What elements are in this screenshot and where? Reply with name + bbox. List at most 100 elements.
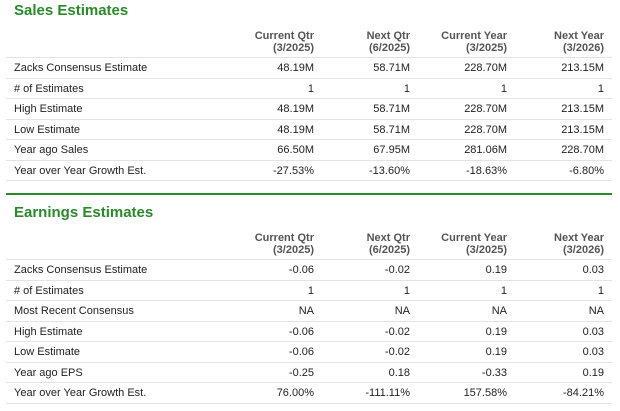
row-label: High Estimate bbox=[14, 103, 83, 115]
row-label: Low Estimate bbox=[14, 123, 81, 136]
cell-value: 1 bbox=[597, 284, 604, 297]
cell-value: NA bbox=[491, 305, 507, 317]
row-divider bbox=[6, 118, 612, 120]
row-divider bbox=[6, 259, 612, 260]
cell-value: 0.03 bbox=[582, 325, 604, 338]
column-period: (3/2025) bbox=[273, 244, 314, 256]
column-name: Current Qtr bbox=[254, 30, 314, 42]
cell-value: 76.00% bbox=[276, 387, 314, 399]
row-label: High Estimate bbox=[14, 325, 83, 338]
column-period: (3/2026) bbox=[563, 42, 604, 54]
column-period: (3/2025) bbox=[466, 244, 507, 256]
row-divider bbox=[6, 341, 612, 342]
row-label: Most Recent Consensus bbox=[14, 305, 134, 317]
column-name: Current Year bbox=[441, 232, 507, 244]
cell-value: 0.19 bbox=[485, 346, 507, 358]
row-divider bbox=[6, 139, 612, 140]
row-label: Zacks Consensus Estimate bbox=[14, 62, 148, 74]
cell-value: 48.19M bbox=[277, 62, 314, 74]
cell-value: NA bbox=[394, 305, 410, 317]
cell-value: -0.02 bbox=[384, 264, 410, 276]
row-label: Zacks Consensus Estimate bbox=[14, 264, 148, 276]
cell-value: -0.25 bbox=[288, 366, 314, 379]
cell-value: -0.33 bbox=[481, 366, 507, 379]
cell-value: 1 bbox=[500, 284, 507, 297]
cell-value: 58.71M bbox=[373, 62, 410, 74]
row-divider bbox=[6, 77, 612, 79]
cell-value: 213.15M bbox=[561, 103, 604, 115]
cell-value: 1 bbox=[307, 284, 314, 297]
cell-value: 228.70M bbox=[464, 62, 507, 74]
cell-value: -18.63% bbox=[466, 164, 507, 177]
column-name: Next Year bbox=[554, 232, 604, 244]
cell-value: -0.02 bbox=[384, 346, 410, 358]
cell-value: 1 bbox=[500, 82, 507, 95]
cell-value: 1 bbox=[403, 82, 410, 95]
cell-value: -6.80% bbox=[569, 164, 604, 177]
cell-value: 213.15M bbox=[561, 62, 604, 74]
cell-value: 1 bbox=[597, 82, 604, 95]
section-title: Earnings Estimates bbox=[14, 204, 154, 221]
row-label: Low Estimate bbox=[14, 346, 81, 358]
cell-value: 58.71M bbox=[373, 123, 410, 136]
cell-value: 228.70M bbox=[464, 103, 507, 115]
row-divider bbox=[6, 98, 612, 99]
cell-value: 0.19 bbox=[485, 325, 507, 338]
cell-value: NA bbox=[588, 305, 604, 317]
column-name: Current Year bbox=[441, 30, 507, 42]
column-name: Next Qtr bbox=[366, 232, 410, 244]
section-title: Sales Estimates bbox=[14, 2, 129, 19]
cell-value: 58.71M bbox=[373, 103, 410, 115]
cell-value: 0.19 bbox=[485, 264, 507, 276]
cell-value: 281.06M bbox=[464, 144, 507, 156]
row-divider bbox=[6, 382, 612, 383]
row-divider bbox=[6, 300, 612, 301]
cell-value: 157.58% bbox=[463, 387, 507, 399]
row-divider bbox=[6, 320, 612, 322]
column-name: Next Year bbox=[554, 30, 604, 42]
section-divider bbox=[6, 193, 612, 195]
cell-value: -27.53% bbox=[273, 164, 314, 177]
row-label: # of Estimates bbox=[14, 284, 84, 297]
row-divider bbox=[6, 361, 612, 363]
cell-value: -0.06 bbox=[288, 325, 314, 338]
cell-value: 48.19M bbox=[277, 103, 314, 115]
cell-value: -84.21% bbox=[563, 387, 604, 399]
column-name: Current Qtr bbox=[254, 232, 314, 244]
cell-value: -0.02 bbox=[384, 325, 410, 338]
row-divider bbox=[6, 402, 612, 404]
cell-value: 213.15M bbox=[561, 123, 604, 136]
cell-value: 228.70M bbox=[561, 144, 604, 156]
row-divider bbox=[6, 57, 612, 58]
column-period: (6/2025) bbox=[369, 42, 410, 54]
cell-value: 66.50M bbox=[277, 144, 314, 156]
column-name: Next Qtr bbox=[366, 30, 410, 42]
row-divider bbox=[6, 180, 612, 181]
cell-value: 0.03 bbox=[582, 346, 604, 358]
cell-value: 1 bbox=[307, 82, 314, 95]
cell-value: -0.06 bbox=[288, 346, 314, 358]
row-divider bbox=[6, 159, 612, 161]
row-label: # of Estimates bbox=[14, 82, 84, 95]
column-period: (6/2025) bbox=[369, 244, 410, 256]
column-period: (3/2025) bbox=[273, 42, 314, 54]
column-period: (3/2025) bbox=[466, 42, 507, 54]
cell-value: -111.11% bbox=[365, 387, 410, 399]
cell-value: 0.03 bbox=[582, 264, 604, 276]
cell-value: -13.60% bbox=[369, 164, 410, 177]
cell-value: 67.95M bbox=[373, 144, 410, 156]
row-label: Year over Year Growth Est. bbox=[14, 164, 147, 177]
cell-value: 0.18 bbox=[388, 366, 410, 379]
row-label: Year ago Sales bbox=[14, 144, 89, 156]
cell-value: 0.19 bbox=[582, 366, 604, 379]
row-label: Year ago EPS bbox=[14, 366, 83, 379]
row-divider bbox=[6, 279, 612, 281]
cell-value: 228.70M bbox=[464, 123, 507, 136]
cell-value: 48.19M bbox=[277, 123, 314, 136]
cell-value: 1 bbox=[403, 284, 410, 297]
row-label: Year over Year Growth Est. bbox=[14, 387, 147, 399]
cell-value: -0.06 bbox=[288, 264, 314, 276]
cell-value: NA bbox=[298, 305, 314, 317]
column-period: (3/2026) bbox=[563, 244, 604, 256]
